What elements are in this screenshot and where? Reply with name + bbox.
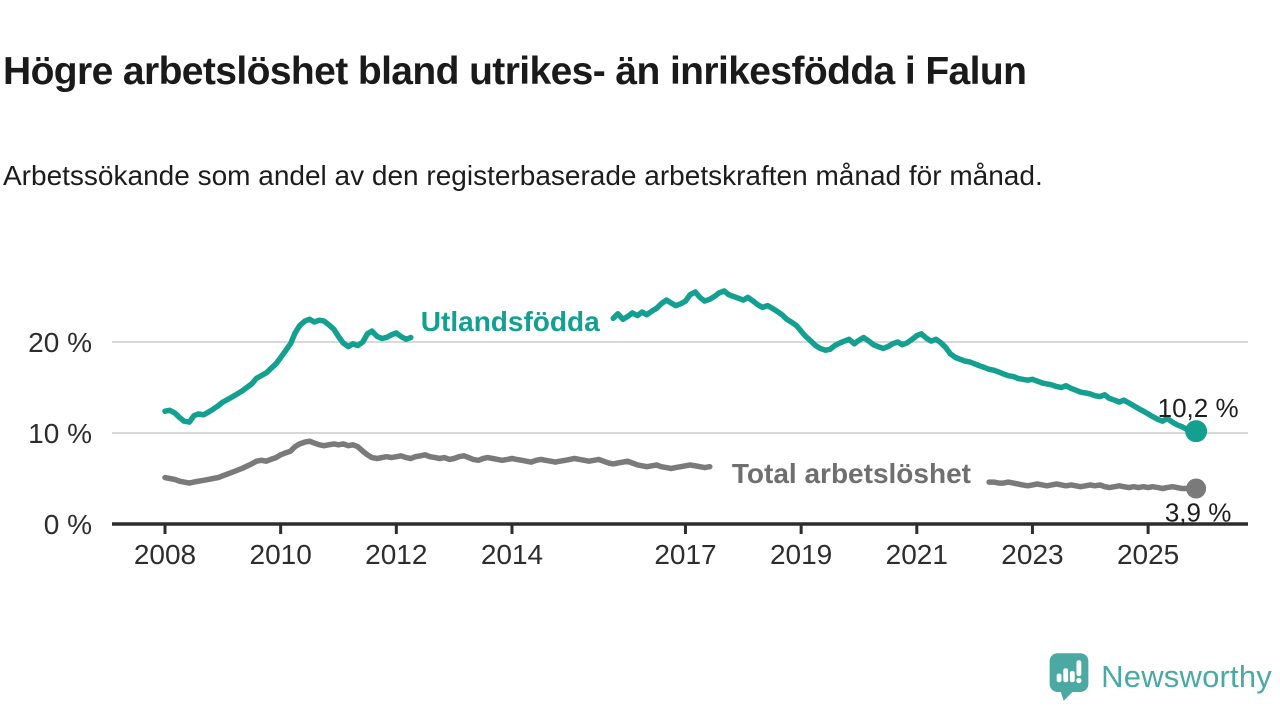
x-tick-label: 2025 <box>1117 539 1179 570</box>
series-line-1 <box>986 479 1199 492</box>
x-tick-label: 2019 <box>770 539 832 570</box>
chart-subtitle: Arbetssökande som andel av den registerb… <box>3 160 1043 191</box>
x-tick-label: 2014 <box>481 539 543 570</box>
series-line-1 <box>162 438 713 486</box>
newsworthy-icon <box>1049 653 1089 701</box>
end-value-label-0: 10,2 % <box>1158 393 1239 423</box>
end-value-label-1: 3,9 % <box>1165 498 1232 528</box>
x-tick-label: 2021 <box>886 539 948 570</box>
x-tick-label: 2023 <box>1001 539 1063 570</box>
y-tick-label: 20 % <box>28 327 92 358</box>
series-line-0 <box>162 316 414 425</box>
newsworthy-wordmark: Newsworthy <box>1101 659 1272 694</box>
x-tick-label: 2010 <box>250 539 312 570</box>
newsworthy-logo: Newsworthy <box>1047 646 1272 708</box>
series-label-0: Utlandsfödda <box>421 306 600 337</box>
y-tick-label: 0 % <box>44 509 92 540</box>
y-tick-label: 10 % <box>28 418 92 449</box>
x-tick-label: 2008 <box>134 539 196 570</box>
x-tick-label: 2017 <box>654 539 716 570</box>
end-dot-0 <box>1185 420 1208 443</box>
end-dot-1 <box>1186 478 1207 499</box>
page-title: Högre arbetslöshet bland utrikes- än inr… <box>3 50 1027 94</box>
x-tick-label: 2012 <box>365 539 427 570</box>
series-label-1: Total arbetslöshet <box>732 458 971 489</box>
series-line-0 <box>610 288 1199 434</box>
